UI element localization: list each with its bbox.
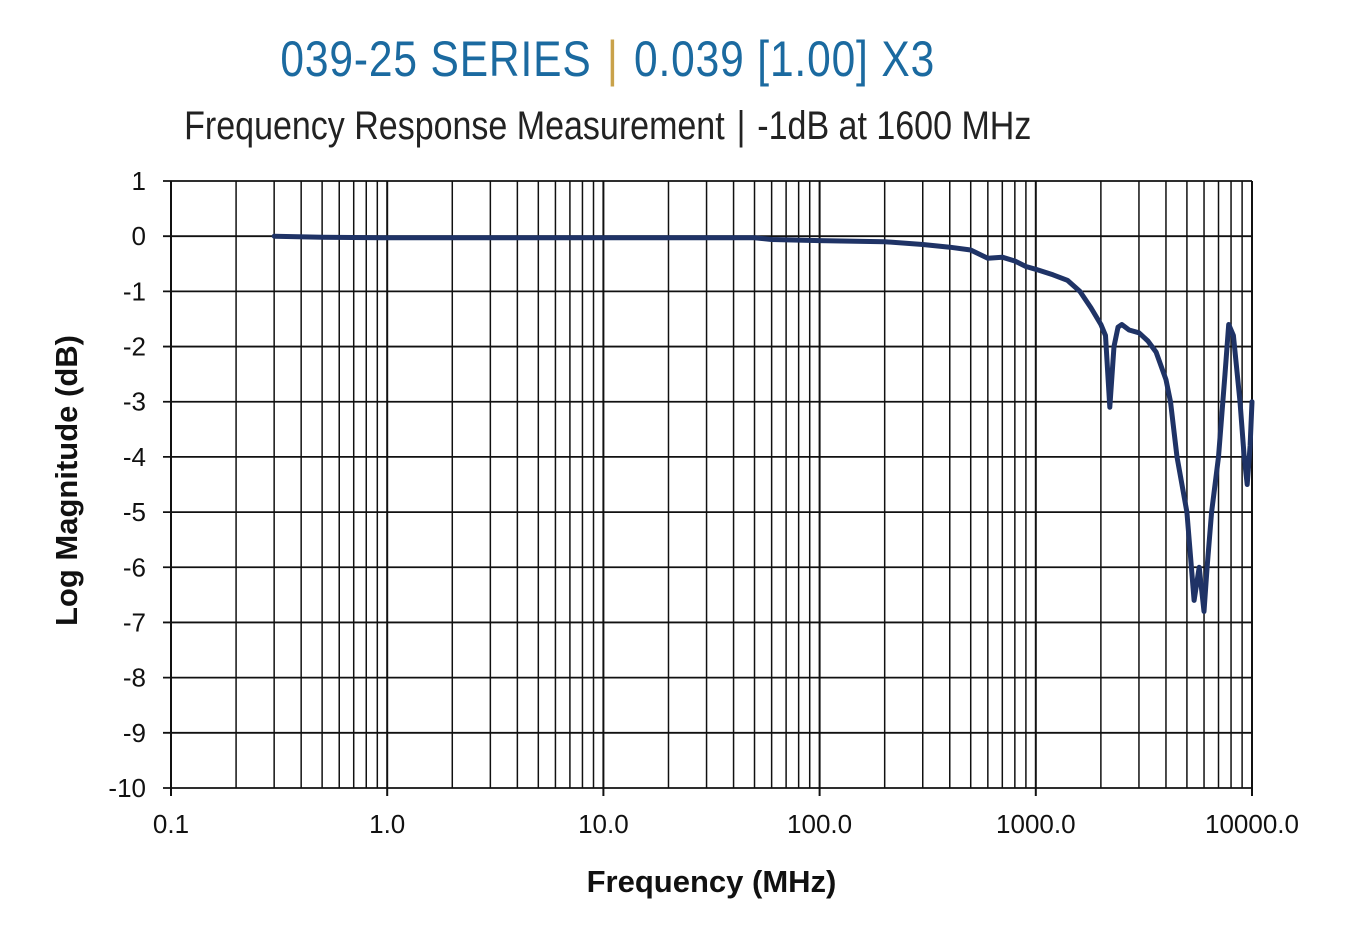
y-tick-label: -10 (108, 773, 146, 803)
chart-subtitle: Frequency Response Measurement | -1dB at 1… (0, 104, 1216, 149)
x-tick-label: 10000.0 (1205, 809, 1299, 839)
title-separator: | (606, 31, 619, 87)
y-tick-label: -5 (123, 497, 146, 527)
subtitle-separator: | (736, 104, 746, 148)
x-tick-label: 0.1 (153, 809, 189, 839)
x-tick-label: 10.0 (578, 809, 629, 839)
y-tick-label: -7 (123, 607, 146, 637)
y-tick-label: 1 (132, 166, 146, 196)
x-tick-label: 1000.0 (996, 809, 1076, 839)
y-tick-label: -3 (123, 387, 146, 417)
y-tick-label: -9 (123, 718, 146, 748)
y-tick-label: -4 (123, 442, 146, 472)
y-tick-label: 0 (132, 221, 146, 251)
y-tick-label: -6 (123, 552, 146, 582)
series-line-log-magnitude (271, 233, 1255, 614)
y-tick-label: -2 (123, 332, 146, 362)
subtitle-measurement: Frequency Response Measurement (184, 104, 725, 148)
subtitle-cutoff: -1dB at 1600 MHz (757, 104, 1032, 148)
chart-title: 039-25 SERIES | 0.039 [1.00] X3 (0, 30, 1216, 88)
title-size: 0.039 [1.00] X3 (634, 31, 936, 87)
title-series: 039-25 SERIES (280, 31, 592, 87)
x-tick-label: 100.0 (787, 809, 852, 839)
y-tick-label: -1 (123, 276, 146, 306)
x-axis-label: Frequency (MHz) (587, 864, 837, 899)
x-tick-label: 1.0 (369, 809, 405, 839)
y-axis-label: Log Magnitude (dB) (49, 335, 84, 626)
y-tick-label: -8 (123, 663, 146, 693)
